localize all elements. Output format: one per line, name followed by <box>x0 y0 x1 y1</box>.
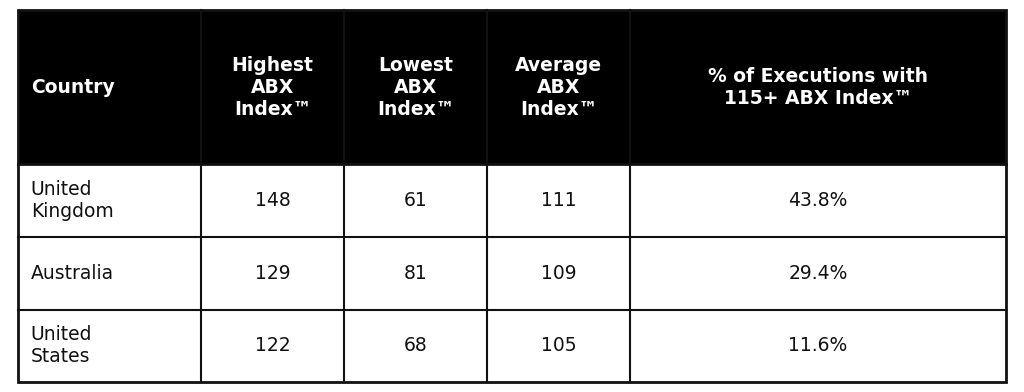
Text: 148: 148 <box>255 191 291 210</box>
Text: United
Kingdom: United Kingdom <box>31 180 114 221</box>
Text: 81: 81 <box>403 264 428 283</box>
Text: 129: 129 <box>255 264 291 283</box>
Text: Average
ABX
Index™: Average ABX Index™ <box>515 56 602 118</box>
Text: Lowest
ABX
Index™: Lowest ABX Index™ <box>377 56 455 118</box>
Text: 111: 111 <box>541 191 577 210</box>
Text: 105: 105 <box>541 336 577 356</box>
Text: 68: 68 <box>403 336 428 356</box>
Text: United
States: United States <box>31 325 92 367</box>
Text: 29.4%: 29.4% <box>788 264 848 283</box>
Text: 43.8%: 43.8% <box>788 191 848 210</box>
Text: Country: Country <box>31 78 115 96</box>
Text: Australia: Australia <box>31 264 114 283</box>
Text: % of Executions with
115+ ABX Index™: % of Executions with 115+ ABX Index™ <box>708 67 928 107</box>
Text: 11.6%: 11.6% <box>788 336 848 356</box>
Bar <box>18 10 1006 164</box>
Text: 122: 122 <box>255 336 291 356</box>
Text: 109: 109 <box>541 264 577 283</box>
Text: 61: 61 <box>403 191 428 210</box>
Text: Highest
ABX
Index™: Highest ABX Index™ <box>231 56 313 118</box>
